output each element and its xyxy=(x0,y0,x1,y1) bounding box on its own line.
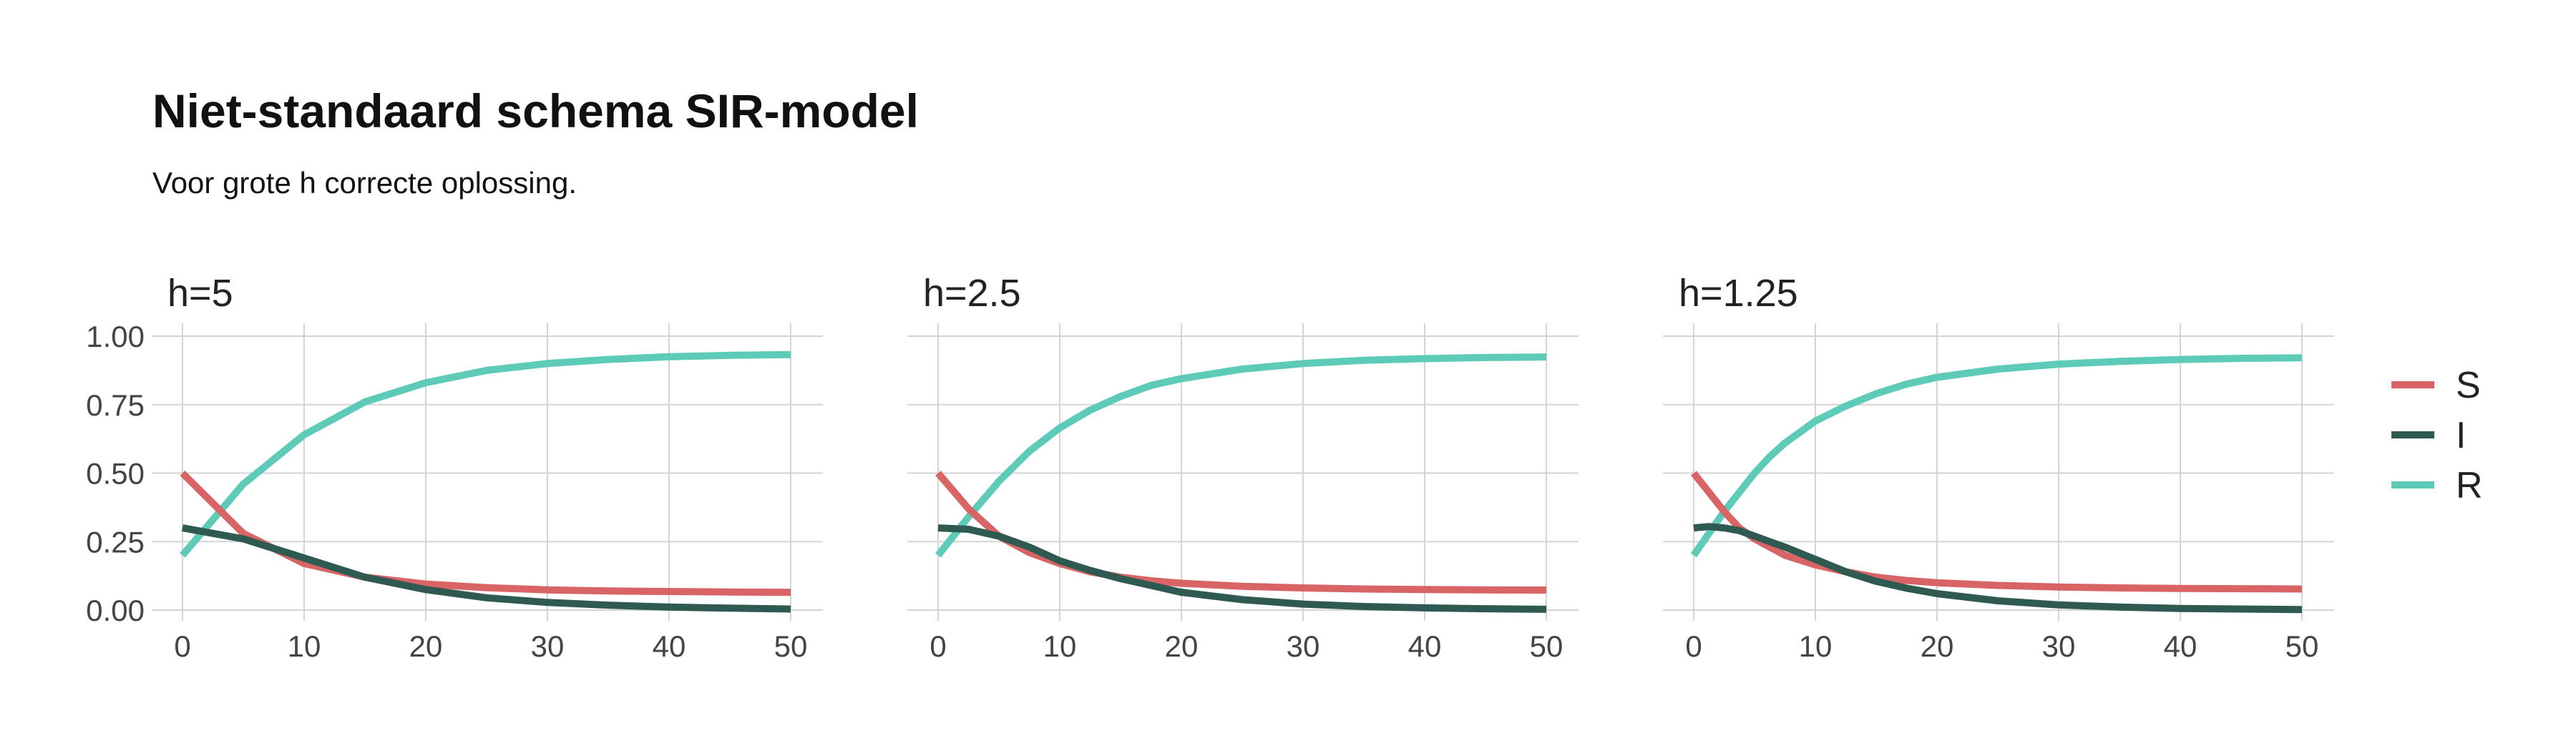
y-tick-label: 0.50 xyxy=(86,457,145,491)
x-tick-label: 10 xyxy=(1043,629,1077,663)
legend-item-R: R xyxy=(2391,465,2483,506)
x-tick-label: 40 xyxy=(653,629,686,663)
facet-panel: h=1.25 0 10 20 30 40 50 xyxy=(1663,272,2334,663)
x-tick-label: 40 xyxy=(1408,629,1442,663)
series-line-I xyxy=(1693,523,2303,614)
x-tick-label: 30 xyxy=(2042,629,2076,663)
x-tick-label: 30 xyxy=(531,629,565,663)
legend-item-I: I xyxy=(2391,415,2466,456)
x-tick-label: 0 xyxy=(174,629,190,663)
series-line-R xyxy=(180,350,791,558)
x-tick-label: 20 xyxy=(1165,629,1199,663)
series-line-S xyxy=(1691,471,2303,593)
y-tick-label: 0.25 xyxy=(86,525,145,559)
x-tick-label: 20 xyxy=(409,629,443,663)
series-line-R xyxy=(935,353,1547,558)
facet-panels: h=5 0.00 0.25 0.50 0.75 1.00 0 10 20 30 40 50 h=2.5 0… xyxy=(86,272,2334,663)
legend: SIR xyxy=(2391,365,2483,506)
x-tick-label: 10 xyxy=(288,629,321,663)
y-tick-label: 0.75 xyxy=(86,388,145,422)
facet-label: h=5 xyxy=(167,272,233,315)
facet-label: h=2.5 xyxy=(923,272,1021,315)
chart-subtitle: Voor grote h correcte oplossing. xyxy=(152,166,577,200)
legend-item-S: S xyxy=(2391,365,2481,406)
x-tick-label: 20 xyxy=(1921,629,1954,663)
x-tick-label: 50 xyxy=(1530,629,1563,663)
x-tick-label: 50 xyxy=(2285,629,2319,663)
x-tick-label: 50 xyxy=(774,629,808,663)
series-line-R xyxy=(1690,354,2303,558)
x-tick-label: 0 xyxy=(1685,629,1702,663)
x-tick-label: 10 xyxy=(1799,629,1833,663)
series-line-I xyxy=(937,524,1547,613)
series-line-S xyxy=(935,471,1547,594)
y-tick-label: 1.00 xyxy=(86,320,145,353)
chart-title: Niet-standaard schema SIR-model xyxy=(152,84,919,137)
facet-panel: h=5 0.00 0.25 0.50 0.75 1.00 0 10 20 30 40 50 xyxy=(86,272,823,663)
legend-label: R xyxy=(2456,465,2483,506)
x-tick-label: 0 xyxy=(930,629,946,663)
legend-label: S xyxy=(2456,365,2481,406)
series-line-S xyxy=(180,470,791,597)
series-line-I xyxy=(182,524,791,613)
legend-label: I xyxy=(2456,415,2466,456)
facet-label: h=1.25 xyxy=(1679,272,1798,315)
facet-panel: h=2.5 0 10 20 30 40 50 xyxy=(907,272,1579,663)
y-tick-label: 0.00 xyxy=(86,594,145,627)
x-tick-label: 40 xyxy=(2164,629,2197,663)
x-tick-label: 30 xyxy=(1287,629,1320,663)
